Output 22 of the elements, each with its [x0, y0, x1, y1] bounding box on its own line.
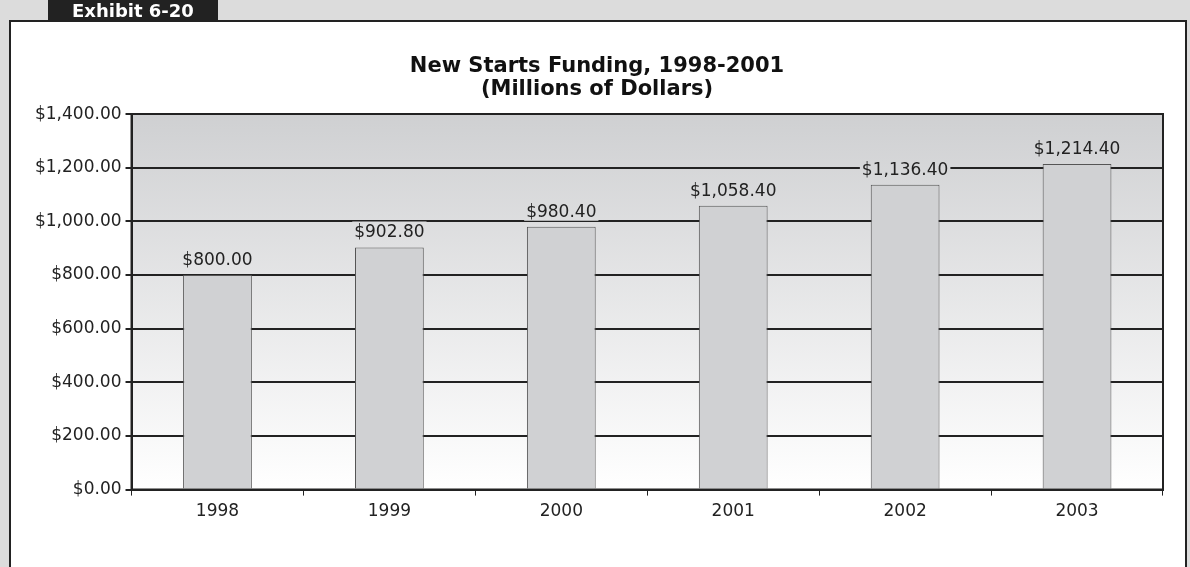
y-tick-label: $800.00: [51, 263, 122, 284]
y-tick-label: $0.00: [72, 478, 122, 499]
text: Exhibit 6-20: [48, 0, 218, 22]
data-label: $980.40: [526, 200, 597, 221]
data-label: $800.00: [182, 248, 253, 269]
x-tick-label: 1999: [367, 500, 412, 521]
data-label: $1,214.40: [1033, 137, 1121, 158]
y-tick-label: $600.00: [51, 317, 122, 338]
data-label: $902.80: [354, 221, 425, 242]
x-tick-label: 2001: [711, 500, 755, 521]
y-tick-label: $1,400.00: [34, 102, 122, 123]
x-tick-label: 2003: [1055, 500, 1099, 521]
data-label: $1,058.40: [689, 179, 777, 200]
x-tick-label: 1998: [195, 500, 240, 521]
chart-title: New Starts Funding, 1998-2001 (Millions of Dollars): [409, 53, 785, 100]
x-tick-label: 2000: [539, 500, 583, 521]
x-tick-label: 2002: [883, 500, 927, 521]
y-tick-label: $1,000.00: [34, 209, 122, 230]
y-tick-label: $200.00: [51, 424, 122, 445]
data-label: $1,136.40: [861, 158, 949, 179]
y-tick-label: $400.00: [51, 370, 122, 391]
y-tick-label: $1,200.00: [34, 156, 122, 177]
